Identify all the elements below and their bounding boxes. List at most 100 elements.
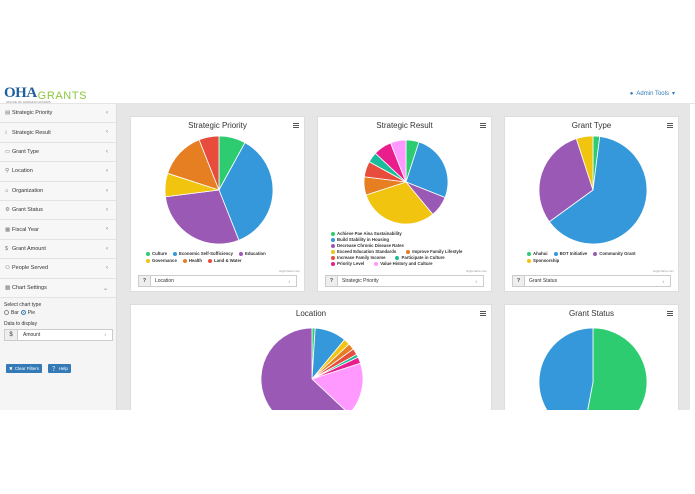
legend-label: Land & Water <box>213 258 242 263</box>
sidebar-item-people-served[interactable]: ⚇ People Served ‹ <box>0 259 116 279</box>
legend-label: Governance <box>152 258 177 263</box>
legend-item[interactable]: Land & Water <box>207 258 242 263</box>
chart-title: Strategic Result <box>376 121 433 130</box>
sidebar-item-strategic-result[interactable]: ≀ Strategic Result ‹ <box>0 123 116 143</box>
legend-item[interactable]: Governance <box>146 258 177 263</box>
legend-item[interactable]: Sponsorship <box>527 258 559 263</box>
radio-pie[interactable] <box>20 310 26 316</box>
home-icon: ⌂ <box>5 187 9 194</box>
pie-slice-2[interactable] <box>164 189 240 245</box>
sidebar-item-grant-status[interactable]: ⚙ Grant Status ‹ <box>0 200 116 221</box>
grant-type-card: Grant Type Ahahui BOT Initiative Communi… <box>504 116 679 292</box>
pie-slice-5[interactable] <box>198 135 220 191</box>
filter-sidebar: ▤ Strategic Priority ‹ ≀ Strategic Resul… <box>0 104 117 410</box>
legend-dot <box>331 249 335 254</box>
chart-title: Strategic Priority <box>188 121 247 130</box>
legend-label: Priority Level <box>337 261 365 266</box>
legend-item[interactable]: Community Grant <box>593 251 636 256</box>
legend-label: BOT Initiative <box>559 251 588 256</box>
chart-menu-icon[interactable] <box>480 311 486 316</box>
chart-menu-icon[interactable] <box>480 123 486 128</box>
close-icon: ✖ <box>9 365 13 371</box>
pie-slice-8[interactable] <box>260 327 349 410</box>
legend-dot <box>331 255 335 260</box>
legend-item[interactable]: Ahahui <box>527 251 548 256</box>
gear-icon: ⚙ <box>5 207 10 214</box>
legend-item[interactable]: Culture <box>146 251 167 256</box>
chevron-left-icon: ‹ <box>106 245 108 252</box>
legend-dot <box>553 251 558 256</box>
legend-item[interactable]: Economic Self-Sufficiency <box>173 251 233 256</box>
location-card: Location <box>130 304 492 410</box>
chart-icon: ▩ <box>5 284 11 291</box>
pie-slice-8[interactable] <box>390 139 407 183</box>
sidebar-item-fiscal-year[interactable]: ▦ Fiscal Year ‹ <box>0 220 116 240</box>
question-icon: ? <box>139 276 151 286</box>
id-card-icon: ▭ <box>5 148 11 155</box>
clear-filters-button[interactable]: ✖ Clear Filters <box>6 364 43 373</box>
legend-dot <box>527 258 531 263</box>
chart-filter-select[interactable]: ? Location ↕ <box>138 275 297 287</box>
pie-slice-3[interactable] <box>365 181 434 225</box>
highcharts-credit[interactable]: Highcharts.com <box>279 269 300 273</box>
legend-label: Increase Family Income <box>337 255 386 260</box>
sidebar-item-chart-settings[interactable]: ▩ Chart Settings ⌄ <box>0 278 116 298</box>
legend-dot <box>146 258 150 263</box>
chevron-left-icon: ‹ <box>106 265 108 272</box>
pie-slice-1[interactable] <box>218 142 274 241</box>
sidebar-item-organization[interactable]: ⌂ Organization ‹ <box>0 181 116 201</box>
chart-filter-select[interactable]: ? Strategic Priority ↕ <box>325 275 484 287</box>
chart-legend: Achieve Pae Aina Sustainability Build St… <box>331 231 462 266</box>
legend-dot <box>593 251 598 256</box>
legend-item[interactable]: Increase Family Income Participate in Cul… <box>331 255 462 260</box>
question-icon: ? <box>326 276 338 286</box>
grant-status-pie[interactable] <box>538 327 648 410</box>
pie-slice-7[interactable] <box>311 362 364 410</box>
chart-filter-select[interactable]: ? Grant Status ↕ <box>512 275 671 287</box>
sidebar-item-label: Location <box>12 168 33 175</box>
legend-label: Ahahui <box>533 251 548 256</box>
radio-bar[interactable] <box>4 310 9 316</box>
data-display-select[interactable]: $ Amount ↕ <box>4 328 113 341</box>
location-pie[interactable] <box>260 327 364 410</box>
strategic-result-pie[interactable] <box>363 139 449 225</box>
pie-slice-3[interactable] <box>575 135 594 191</box>
sidebar-item-grant-type[interactable]: ▭ Grant Type ‹ <box>0 142 116 163</box>
chart-menu-icon[interactable] <box>667 311 673 316</box>
legend-item[interactable]: Education <box>239 251 266 256</box>
users-icon: ⚇ <box>5 265 10 272</box>
legend-item[interactable]: BOT Initiative <box>553 251 588 256</box>
pie-slice-1[interactable] <box>538 327 594 410</box>
select-arrows-icon: ↕ <box>104 332 106 338</box>
sidebar-item-location[interactable]: ⚲ Location ‹ <box>0 162 116 182</box>
grant-type-pie[interactable] <box>538 135 648 245</box>
oha-grants-logo[interactable]: OHA GRANTS OFFICE OF HAWAIIAN AFFAIRS <box>4 85 87 104</box>
legend-item[interactable]: Build Stability in Housing <box>331 237 462 242</box>
sidebar-item-strategic-priority[interactable]: ▤ Strategic Priority ‹ <box>0 104 116 124</box>
legend-label: Build Stability in Housing <box>337 237 390 242</box>
sidebar-item-grant-amount[interactable]: $ Grant Amount ‹ <box>0 239 116 260</box>
highcharts-credit[interactable]: Highcharts.com <box>466 269 487 273</box>
legend-item[interactable]: Priority Level Value History and Culture <box>331 261 462 266</box>
legend-dot <box>146 251 150 256</box>
strategic-priority-pie[interactable] <box>164 135 274 245</box>
highcharts-credit[interactable]: Highcharts.com <box>653 269 674 273</box>
chart-menu-icon[interactable] <box>667 123 673 128</box>
legend-item[interactable]: Exceed Education Standards Improve Family… <box>331 249 462 254</box>
legend-label: Exceed Education Standards <box>337 249 397 254</box>
line-chart-icon: ≀ <box>5 129 8 136</box>
help-button[interactable]: ❔ Help <box>48 364 71 373</box>
legend-item[interactable]: Health <box>182 258 202 263</box>
admin-tools-menu[interactable]: ● Admin Tools ▾ <box>630 90 675 98</box>
pie-slice-2[interactable] <box>538 138 594 223</box>
sidebar-buttons: ✖ Clear Filters ❔ Help <box>6 364 71 373</box>
pie-slice-0[interactable] <box>583 327 648 410</box>
chart-menu-icon[interactable] <box>293 123 299 128</box>
pie-slice-1[interactable] <box>405 141 449 198</box>
sidebar-item-label: Fiscal Year <box>12 226 39 233</box>
sidebar-item-label: Grant Status <box>12 207 43 214</box>
pie-slice-1[interactable] <box>548 135 648 245</box>
dollar-addon: $ <box>5 329 18 340</box>
legend-item[interactable]: Decrease Chronic Disease Rates <box>331 243 462 248</box>
legend-item[interactable]: Achieve Pae Aina Sustainability <box>331 231 462 236</box>
